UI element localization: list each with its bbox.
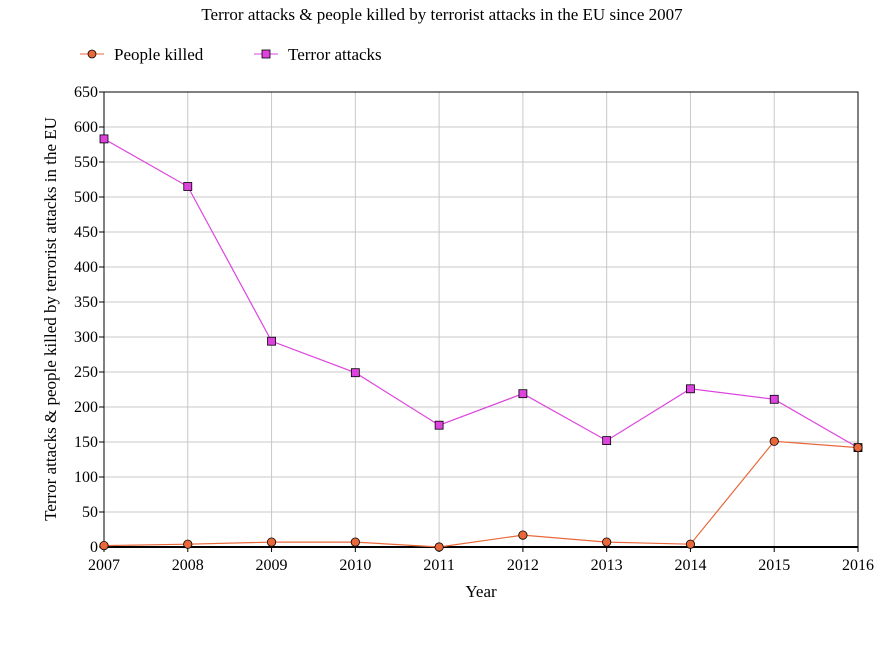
data-point-people-killed bbox=[99, 540, 109, 551]
x-axis-ticks: 2007 2008 2009 2010 2011 2012 2013 2014 2015 2016 bbox=[88, 547, 874, 574]
y-tick-label: 650 bbox=[74, 84, 98, 101]
y-tick-label: 500 bbox=[74, 189, 98, 206]
data-point-terror-attacks bbox=[183, 182, 193, 191]
data-point-terror-attacks bbox=[267, 336, 276, 346]
legend: People killed Terror attacks bbox=[80, 45, 382, 64]
data-point-terror-attacks bbox=[602, 436, 612, 446]
x-tick-label: 2012 bbox=[507, 557, 539, 574]
x-tick-label: 2009 bbox=[256, 557, 288, 574]
x-tick-label: 2011 bbox=[423, 557, 454, 574]
legend-item-terror-attacks: Terror attacks bbox=[254, 45, 382, 64]
y-tick-label: 550 bbox=[74, 154, 98, 171]
chart-title: Terror attacks & people killed by terror… bbox=[201, 5, 683, 24]
x-tick-label: 2007 bbox=[88, 557, 120, 574]
x-tick-label: 2013 bbox=[591, 557, 623, 574]
data-point-people-killed bbox=[769, 436, 779, 446]
data-point-terror-attacks bbox=[434, 420, 444, 430]
y-tick-label: 250 bbox=[74, 364, 98, 381]
y-tick-label: 600 bbox=[74, 119, 98, 136]
data-point-people-killed bbox=[853, 442, 863, 453]
plot-frame bbox=[103, 91, 859, 548]
y-tick-label: 450 bbox=[74, 224, 98, 241]
y-tick-label: 100 bbox=[74, 469, 98, 486]
legend-label-terror-attacks: Terror attacks bbox=[288, 45, 382, 64]
data-point-people-killed bbox=[183, 539, 193, 549]
series-line-people-killed bbox=[103, 440, 859, 548]
x-axis-label: Year bbox=[465, 582, 497, 601]
series-terror-attacks bbox=[99, 134, 863, 453]
data-point-terror-attacks bbox=[350, 368, 360, 378]
series-line-terror-attacks bbox=[103, 138, 859, 449]
data-point-people-killed bbox=[518, 530, 528, 540]
series-people-killed bbox=[99, 436, 863, 552]
y-tick-label: 150 bbox=[74, 434, 98, 451]
data-point-terror-attacks bbox=[99, 134, 109, 144]
x-tick-label: 2015 bbox=[758, 557, 790, 574]
y-tick-label: 0 bbox=[90, 539, 98, 556]
x-tick-label: 2010 bbox=[339, 557, 371, 574]
legend-item-people-killed: People killed bbox=[80, 45, 204, 64]
data-point-people-killed bbox=[685, 539, 696, 549]
y-tick-label: 300 bbox=[74, 329, 98, 346]
series bbox=[99, 134, 863, 552]
y-tick-label: 200 bbox=[74, 399, 98, 416]
data-point-people-killed bbox=[350, 537, 360, 547]
data-point-people-killed bbox=[266, 537, 277, 547]
y-axis-ticks: 0 50 100 150 200 250 300 350 400 450 500 550 600 650 bbox=[74, 84, 104, 556]
data-point-people-killed bbox=[434, 542, 444, 552]
y-axis-label: Terror attacks & people killed by terror… bbox=[41, 117, 60, 521]
y-tick-label: 400 bbox=[74, 259, 98, 276]
data-point-terror-attacks bbox=[769, 394, 779, 404]
data-point-people-killed bbox=[602, 537, 612, 547]
gridlines bbox=[104, 92, 858, 547]
x-tick-label: 2014 bbox=[674, 557, 706, 574]
x-tick-label: 2008 bbox=[172, 557, 204, 574]
y-tick-label: 50 bbox=[82, 504, 98, 521]
y-tick-label: 350 bbox=[74, 294, 98, 311]
data-point-terror-attacks bbox=[518, 389, 528, 399]
legend-label-people-killed: People killed bbox=[114, 45, 204, 64]
data-point-terror-attacks bbox=[686, 384, 695, 394]
legend-marker-people-killed bbox=[87, 49, 97, 59]
legend-marker-terror-attacks bbox=[261, 49, 271, 59]
x-tick-label: 2016 bbox=[842, 557, 874, 574]
